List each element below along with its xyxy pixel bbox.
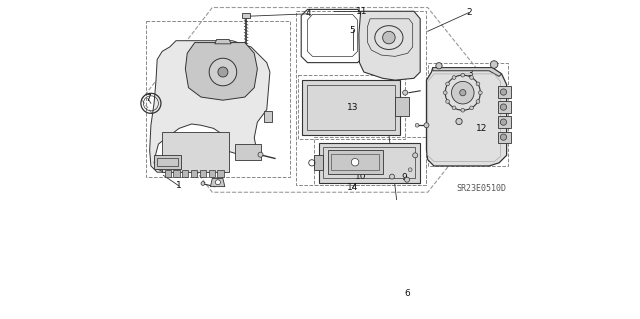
Text: 14: 14	[347, 183, 358, 192]
Circle shape	[403, 90, 408, 95]
Polygon shape	[200, 170, 206, 177]
Circle shape	[476, 100, 480, 103]
Circle shape	[258, 152, 263, 157]
Polygon shape	[314, 155, 323, 170]
Polygon shape	[164, 170, 171, 177]
Circle shape	[500, 89, 507, 95]
Text: 1: 1	[176, 182, 182, 190]
Text: 5: 5	[349, 26, 355, 34]
Text: 10: 10	[355, 172, 367, 181]
Circle shape	[390, 174, 394, 179]
Text: 2: 2	[466, 8, 472, 17]
Circle shape	[470, 76, 474, 79]
Polygon shape	[498, 86, 511, 98]
Circle shape	[490, 61, 498, 68]
Circle shape	[218, 67, 228, 77]
Text: 7: 7	[145, 94, 150, 103]
Text: 9: 9	[402, 173, 408, 182]
Polygon shape	[209, 170, 215, 177]
Text: 8: 8	[360, 158, 365, 167]
Circle shape	[408, 168, 412, 172]
Text: 11: 11	[356, 7, 368, 16]
Text: 12: 12	[476, 124, 487, 133]
Polygon shape	[243, 12, 250, 18]
Polygon shape	[154, 155, 181, 169]
Polygon shape	[264, 111, 273, 122]
Circle shape	[444, 91, 447, 94]
Circle shape	[201, 182, 205, 185]
Polygon shape	[236, 144, 260, 160]
Circle shape	[451, 81, 474, 104]
Polygon shape	[215, 40, 231, 44]
Circle shape	[460, 90, 466, 96]
Circle shape	[500, 134, 507, 140]
Circle shape	[351, 159, 359, 166]
Polygon shape	[328, 150, 383, 174]
Text: 4: 4	[306, 9, 312, 18]
Circle shape	[445, 82, 449, 86]
Polygon shape	[433, 68, 502, 77]
Circle shape	[461, 73, 465, 77]
Circle shape	[415, 123, 419, 127]
Polygon shape	[218, 170, 223, 177]
Circle shape	[461, 108, 465, 112]
Polygon shape	[319, 143, 420, 183]
Circle shape	[479, 91, 482, 94]
Circle shape	[383, 31, 395, 44]
Polygon shape	[498, 131, 511, 143]
Polygon shape	[395, 97, 409, 116]
Circle shape	[500, 119, 507, 125]
Polygon shape	[186, 42, 257, 100]
Circle shape	[500, 104, 507, 110]
Circle shape	[209, 58, 237, 86]
Circle shape	[456, 118, 462, 125]
Circle shape	[452, 76, 456, 79]
Polygon shape	[162, 131, 229, 172]
Text: SR23E0510D: SR23E0510D	[456, 184, 507, 193]
Circle shape	[470, 106, 474, 110]
Text: 3: 3	[467, 70, 473, 78]
Polygon shape	[426, 68, 507, 166]
Polygon shape	[173, 170, 180, 177]
Circle shape	[424, 123, 429, 128]
Text: 13: 13	[347, 103, 358, 112]
Polygon shape	[359, 11, 420, 80]
Circle shape	[216, 180, 220, 185]
Circle shape	[436, 63, 442, 69]
Polygon shape	[211, 178, 225, 187]
Circle shape	[404, 177, 410, 182]
Polygon shape	[498, 101, 511, 113]
Polygon shape	[303, 80, 400, 135]
Polygon shape	[150, 41, 270, 172]
Circle shape	[476, 82, 480, 86]
Text: 6: 6	[404, 289, 410, 298]
Circle shape	[452, 106, 456, 110]
Polygon shape	[191, 170, 197, 177]
Polygon shape	[498, 116, 511, 128]
Circle shape	[445, 100, 449, 103]
Circle shape	[413, 153, 418, 158]
Circle shape	[445, 75, 480, 110]
Polygon shape	[182, 170, 189, 177]
